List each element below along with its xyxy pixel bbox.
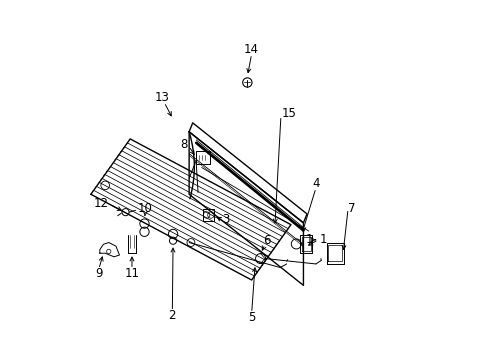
Text: 6: 6	[263, 234, 270, 247]
Text: 12: 12	[94, 197, 108, 210]
Text: 5: 5	[247, 311, 255, 324]
Text: 10: 10	[138, 202, 152, 215]
Text: 8: 8	[180, 139, 187, 152]
Text: 9: 9	[95, 267, 102, 280]
Text: 7: 7	[347, 202, 355, 215]
Text: 13: 13	[155, 91, 169, 104]
Text: 14: 14	[244, 43, 259, 56]
Text: 1: 1	[319, 233, 326, 246]
Text: 15: 15	[282, 107, 296, 120]
Text: 2: 2	[168, 309, 176, 322]
Text: 4: 4	[311, 177, 319, 190]
Text: 1: 1	[305, 233, 315, 246]
Text: 3: 3	[222, 213, 229, 226]
Text: 11: 11	[124, 267, 139, 280]
